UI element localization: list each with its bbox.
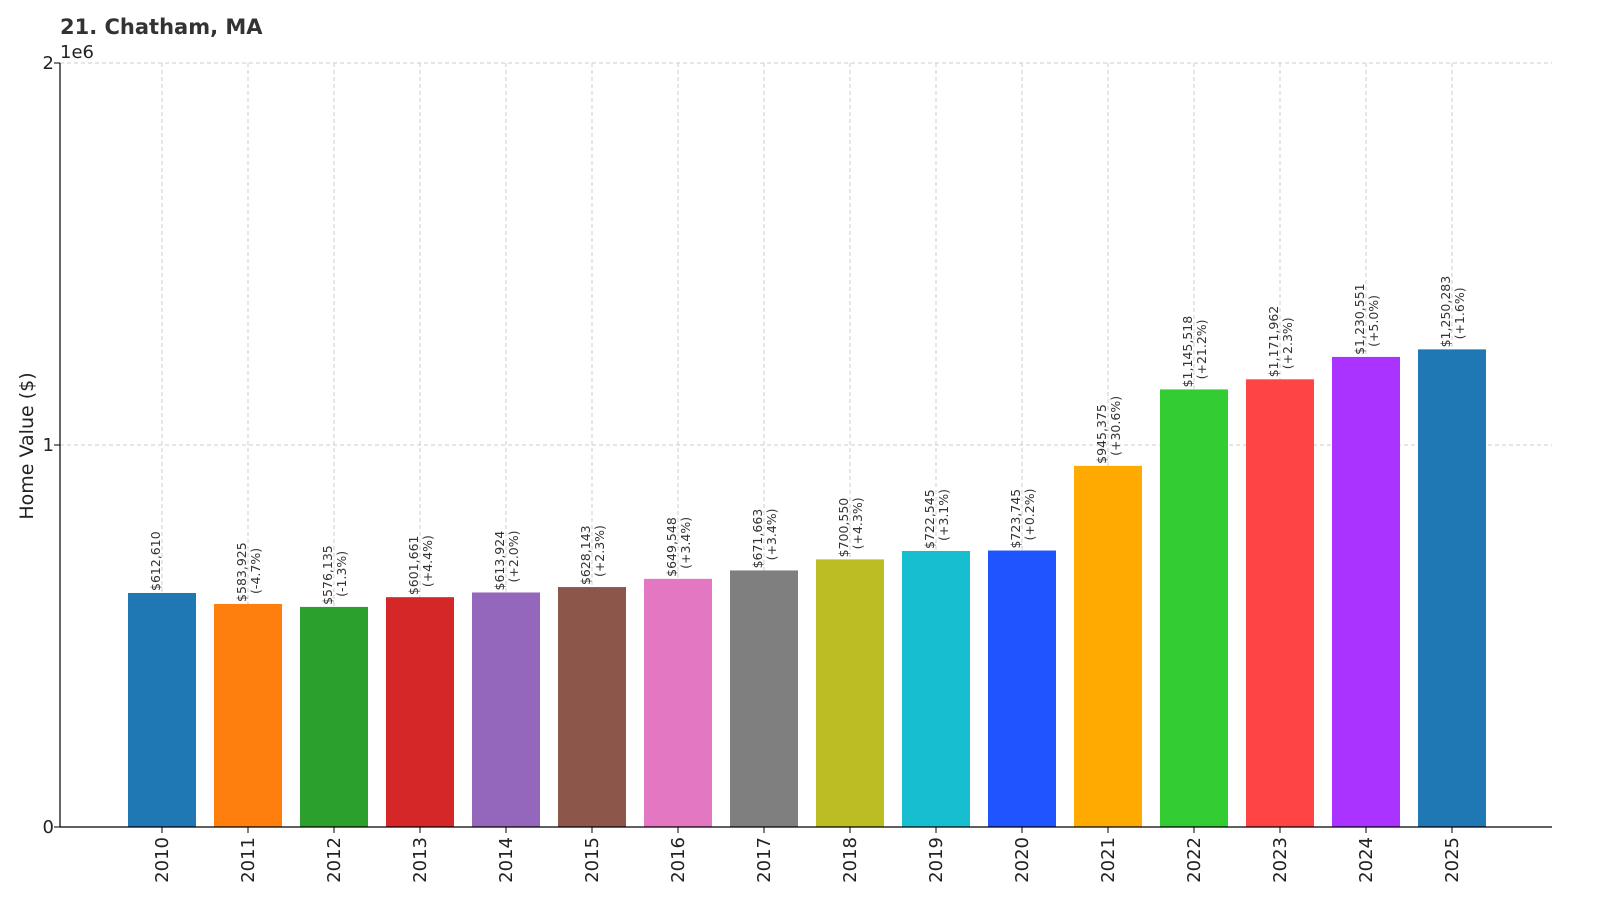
x-tick-label: 2011 <box>238 837 259 883</box>
bar <box>1332 356 1400 827</box>
bar-value-label: $1,171,962 <box>1266 306 1281 378</box>
bar <box>730 570 798 827</box>
bar <box>1246 379 1314 827</box>
x-ticks: 2010 2011 2012 2013 2014 2015 2016 2017 2018 2019… <box>152 827 1463 883</box>
bar-change-label: (+2.3%) <box>1280 317 1295 369</box>
bar <box>644 578 712 827</box>
bar-value-label: $1,230,551 <box>1352 283 1367 355</box>
x-tick-label: 2023 <box>1270 837 1291 883</box>
bar-value-label: $613,924 <box>492 531 507 591</box>
x-tick-label: 2015 <box>582 837 603 883</box>
bar-change-label: (+30.6%) <box>1108 396 1123 456</box>
x-tick-label: 2016 <box>668 837 689 883</box>
x-tick-label: 2024 <box>1356 837 1377 883</box>
x-tick-label: 2019 <box>926 837 947 883</box>
bar-change-label: (-1.3%) <box>334 551 349 597</box>
bar-value-label: $601,661 <box>406 536 421 596</box>
bar-value-label: $612,610 <box>148 531 163 591</box>
bar-change-label: (+3.4%) <box>678 517 693 569</box>
bar <box>1074 465 1142 827</box>
bar <box>1160 389 1228 827</box>
bar-change-label: (+5.0%) <box>1366 295 1381 347</box>
bar-value-label: $945,375 <box>1094 404 1109 464</box>
x-tick-label: 2025 <box>1442 837 1463 883</box>
bar-change-label: (+1.6%) <box>1452 287 1467 339</box>
bar-change-label: (+3.4%) <box>764 508 779 560</box>
bar-value-label: $649,548 <box>664 517 679 577</box>
y-tick-label: 1 <box>43 435 54 456</box>
bar-value-label: $576,135 <box>320 545 335 605</box>
gridlines <box>60 62 1552 828</box>
bar-change-label: (+3.1%) <box>936 489 951 541</box>
y-ticks: 0 1 2 <box>43 53 60 838</box>
x-tick-label: 2018 <box>840 837 861 883</box>
bar-value-label: $1,250,283 <box>1438 276 1453 348</box>
x-tick-label: 2020 <box>1012 837 1033 883</box>
bar-value-label: $671,663 <box>750 509 765 569</box>
bar-change-label: (+4.3%) <box>850 497 865 549</box>
bar-value-label: $700,550 <box>836 498 851 558</box>
x-tick-label: 2014 <box>496 837 517 883</box>
bar <box>902 550 970 827</box>
bar <box>816 559 884 827</box>
bar <box>128 592 196 827</box>
y-offset-label: 1e6 <box>60 42 94 63</box>
y-tick-label: 0 <box>43 817 54 838</box>
bar <box>300 606 368 827</box>
chart-title: 21. Chatham, MA <box>60 15 263 39</box>
bar <box>988 550 1056 827</box>
bar-change-label: (+21.2%) <box>1194 319 1209 379</box>
bar <box>214 603 282 827</box>
bar <box>558 587 626 827</box>
bar-value-label: $583,925 <box>234 542 249 602</box>
bar <box>1418 349 1486 827</box>
x-tick-label: 2022 <box>1184 837 1205 883</box>
y-tick-label: 2 <box>43 53 54 74</box>
y-axis-label: Home Value ($) <box>16 372 38 519</box>
bars <box>128 349 1486 827</box>
bar <box>386 597 454 827</box>
bar-change-label: (-4.7%) <box>248 548 263 594</box>
bar <box>472 592 540 827</box>
bar-value-label: $628,143 <box>578 525 593 585</box>
bar-change-label: (+2.0%) <box>506 530 521 582</box>
x-tick-label: 2021 <box>1098 837 1119 883</box>
bar-value-label: $1,145,518 <box>1180 316 1195 388</box>
x-tick-label: 2012 <box>324 837 345 883</box>
x-tick-label: 2013 <box>410 837 431 883</box>
bar-value-label: $722,545 <box>922 489 937 549</box>
data-labels: $612,610 $583,925 (-4.7%) $576,135 (-1.3%) $6… <box>148 276 1467 605</box>
bar-change-label: (+0.2%) <box>1022 489 1037 541</box>
bar-change-label: (+4.4%) <box>420 535 435 587</box>
x-tick-label: 2017 <box>754 837 775 883</box>
bar-value-label: $723,745 <box>1008 489 1023 549</box>
x-tick-label: 2010 <box>152 837 173 883</box>
bar-change-label: (+2.3%) <box>592 525 607 577</box>
